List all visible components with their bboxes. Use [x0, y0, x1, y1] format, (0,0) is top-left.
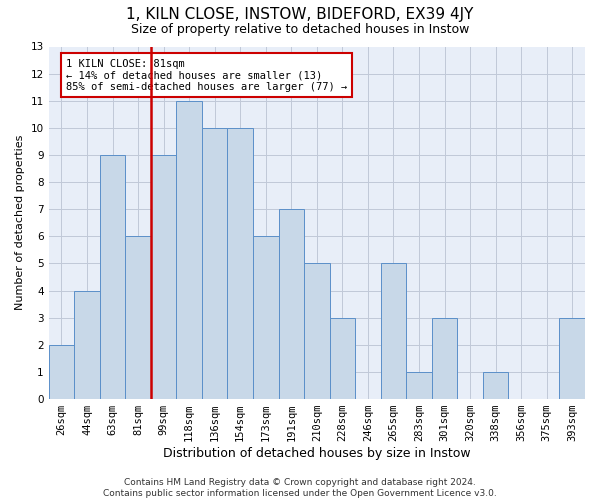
- Text: 1 KILN CLOSE: 81sqm
← 14% of detached houses are smaller (13)
85% of semi-detach: 1 KILN CLOSE: 81sqm ← 14% of detached ho…: [66, 58, 347, 92]
- Bar: [125, 236, 151, 399]
- Bar: [304, 264, 329, 399]
- Bar: [278, 209, 304, 399]
- Y-axis label: Number of detached properties: Number of detached properties: [15, 135, 25, 310]
- Bar: [202, 128, 227, 399]
- Bar: [483, 372, 508, 399]
- Bar: [253, 236, 278, 399]
- Text: Contains HM Land Registry data © Crown copyright and database right 2024.
Contai: Contains HM Land Registry data © Crown c…: [103, 478, 497, 498]
- Bar: [49, 345, 74, 399]
- Bar: [176, 100, 202, 399]
- Bar: [100, 155, 125, 399]
- Bar: [432, 318, 457, 399]
- Bar: [227, 128, 253, 399]
- X-axis label: Distribution of detached houses by size in Instow: Distribution of detached houses by size …: [163, 447, 470, 460]
- Bar: [406, 372, 432, 399]
- Text: Size of property relative to detached houses in Instow: Size of property relative to detached ho…: [131, 22, 469, 36]
- Bar: [380, 264, 406, 399]
- Bar: [559, 318, 585, 399]
- Bar: [151, 155, 176, 399]
- Bar: [329, 318, 355, 399]
- Bar: [74, 290, 100, 399]
- Text: 1, KILN CLOSE, INSTOW, BIDEFORD, EX39 4JY: 1, KILN CLOSE, INSTOW, BIDEFORD, EX39 4J…: [127, 8, 473, 22]
